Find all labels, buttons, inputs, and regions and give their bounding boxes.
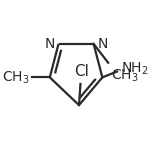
Text: N: N bbox=[97, 37, 108, 51]
Text: Cl: Cl bbox=[74, 64, 89, 79]
Text: N: N bbox=[45, 37, 55, 51]
Text: NH$_2$: NH$_2$ bbox=[121, 60, 149, 77]
Text: CH$_3$: CH$_3$ bbox=[111, 67, 139, 84]
Text: CH$_3$: CH$_3$ bbox=[2, 69, 29, 86]
